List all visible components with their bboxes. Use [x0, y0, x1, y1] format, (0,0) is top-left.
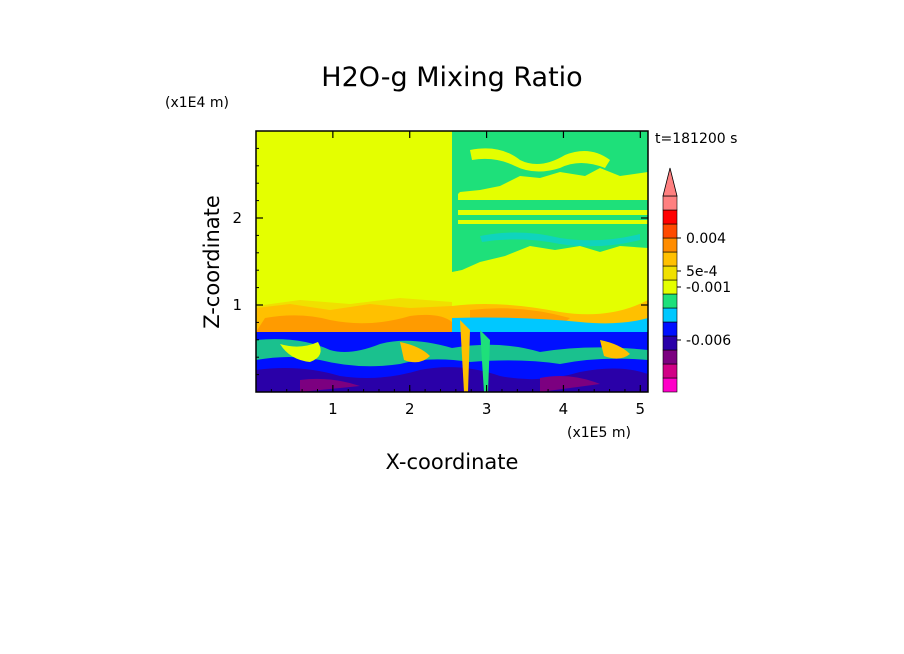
y-multiplier-label: (x1E4 m) [165, 95, 229, 111]
plot-frame [255, 130, 649, 393]
x-tick-label: 5 [636, 400, 646, 418]
plot-area [256, 131, 648, 392]
y-axis: 12 [232, 147, 648, 376]
x-tick-label: 1 [328, 400, 338, 418]
colorbar-swatch [662, 195, 678, 211]
colorbar-extend-arrow [662, 167, 678, 197]
x-tick-label: 4 [559, 400, 569, 418]
y-tick-label: 2 [232, 209, 242, 227]
x-axis-label: X-coordinate [386, 450, 519, 474]
chart-title: H2O-g Mixing Ratio [321, 62, 582, 93]
colorbar-swatch [662, 377, 678, 393]
colorbar-swatch [662, 363, 678, 379]
colorbar-swatch [662, 349, 678, 365]
colorbar-swatch [662, 237, 678, 253]
colorbar-label: 0.004 [686, 231, 726, 247]
colorbar-swatch [662, 335, 678, 351]
colorbar-swatch [662, 251, 678, 267]
colorbar-swatch [662, 209, 678, 225]
colorbar-swatch [662, 223, 678, 239]
colorbar-label: 5e-4 [686, 264, 718, 280]
colorbar: 0.004 5e-4-0.001 -0.006 [662, 167, 731, 393]
colorbar-label: -0.001 [686, 280, 731, 296]
x-axis: 1 2 3 4 5 [270, 131, 646, 418]
time-label: t=181200 s [655, 131, 737, 147]
y-axis-label: Z-coordinate [200, 195, 224, 329]
colorbar-swatch [662, 321, 678, 337]
field-moist-plume [452, 131, 648, 272]
colorbar-swatch [662, 293, 678, 309]
field-boundary-layer [256, 320, 648, 392]
x-multiplier-label: (x1E5 m) [567, 425, 631, 441]
colorbar-swatch [662, 279, 678, 295]
colorbar-swatch [662, 307, 678, 323]
colorbar-swatch [662, 265, 678, 281]
x-tick-label: 2 [405, 400, 415, 418]
y-tick-label: 1 [232, 296, 242, 314]
colorbar-label: -0.006 [686, 333, 731, 349]
x-tick-label: 3 [482, 400, 492, 418]
